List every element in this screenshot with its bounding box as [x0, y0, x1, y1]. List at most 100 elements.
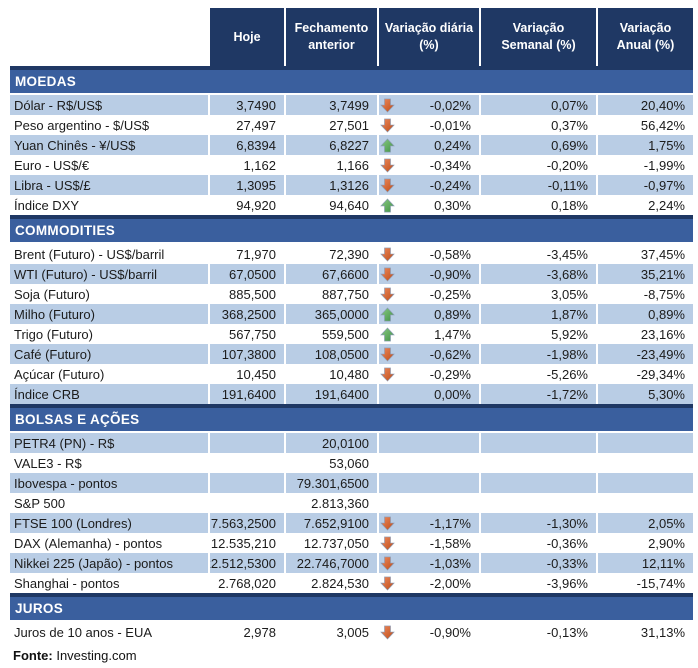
table-row-ibovespa-pontos: Ibovespa - pontos 79.301,6500 — [10, 473, 693, 493]
variacao-diaria-value: -0,34% — [429, 157, 471, 173]
down-arrow-icon — [380, 347, 395, 362]
down-arrow-icon — [380, 118, 395, 133]
column-header-variacao-diaria: Variação diária (%) — [377, 8, 479, 66]
cell-variacao-semanal: 1,87% — [479, 304, 596, 324]
cell-fechamento-anterior: 1,166 — [284, 155, 377, 175]
row-label: Nikkei 225 (Japão) - pontos — [10, 553, 208, 573]
table-row-euro-us: Euro - US$/€ 1,162 1,166 -0,34% -0,20% -1,99% — [10, 155, 693, 175]
row-label: Euro - US$/€ — [14, 157, 90, 173]
cell-variacao-anual: -1,99% — [596, 155, 693, 175]
cell-hoje: 368,2500 — [208, 304, 284, 324]
column-header-row: Hoje Fechamento anterior Variação diária (… — [10, 8, 693, 66]
table-row-peso-argentino-us: Peso argentino - $/US$ 27,497 27,501 -0,01%… — [10, 115, 693, 135]
up-arrow-icon — [380, 326, 395, 341]
cell-hoje: 7.563,2500 — [208, 513, 284, 533]
table-row-soja-futuro: Soja (Futuro) 885,500 887,750 -0,25% 3,05% -8… — [10, 284, 693, 304]
down-arrow-icon — [380, 556, 395, 571]
cell-fechamento-anterior: 10,480 — [284, 364, 377, 384]
cell-variacao-anual: -29,34% — [596, 364, 693, 384]
cell-variacao-anual: 5,30% — [596, 384, 693, 404]
cell-fechamento-anterior: 559,500 — [284, 324, 377, 344]
variacao-diaria-value: -0,58% — [429, 246, 471, 262]
up-arrow-icon — [380, 137, 395, 152]
cell-variacao-diaria: -0,29% — [377, 364, 479, 384]
row-label: Ibovespa - pontos — [10, 473, 208, 493]
source-note: Fonte: Investing.com — [10, 648, 693, 663]
variacao-diaria-value: -0,90% — [429, 266, 471, 282]
cell-hoje: 94,920 — [208, 195, 284, 215]
financial-summary-table: Hoje Fechamento anterior Variação diária (… — [10, 8, 693, 663]
cell-fechamento-anterior: 12.737,050 — [284, 533, 377, 553]
variacao-diaria-value: 0,30% — [434, 197, 471, 213]
row-label: Trigo (Futuro) — [14, 326, 93, 342]
cell-variacao-diaria: -0,01% — [377, 115, 479, 135]
variacao-diaria-value: -0,01% — [429, 117, 471, 133]
cell-variacao-semanal: -5,26% — [479, 364, 596, 384]
down-arrow-icon — [380, 576, 395, 591]
table-row-yuan-chines-us: Yuan Chinês - ¥/US$ 6,8394 6,8227 0,24% 0,69… — [10, 135, 693, 155]
cell-hoje: 27,497 — [208, 115, 284, 135]
cell-variacao-diaria: 0,89% — [377, 304, 479, 324]
section-header-commodities: COMMODITIES — [10, 215, 693, 242]
cell-variacao-anual: 23,16% — [596, 324, 693, 344]
row-label: Soja (Futuro) — [14, 286, 90, 302]
table-row-ftse-100-londres: FTSE 100 (Londres) 7.563,2500 7.652,9100 -1… — [10, 513, 693, 533]
cell-fechamento-anterior: 7.652,9100 — [284, 513, 377, 533]
row-label: FTSE 100 (Londres) — [10, 513, 208, 533]
table-row-milho-futuro: Milho (Futuro) 368,2500 365,0000 0,89% 1,87%… — [10, 304, 693, 324]
cell-variacao-anual: 12,11% — [596, 553, 693, 573]
no-arrow-spacer — [380, 476, 395, 491]
cell-fechamento-anterior: 94,640 — [284, 195, 377, 215]
cell-variacao-anual: 35,21% — [596, 264, 693, 284]
row-label: Dólar - R$/US$ — [10, 95, 208, 115]
cell-variacao-anual: -15,74% — [596, 573, 693, 593]
table-row-dax-alemanha-pontos: DAX (Alemanha) - pontos 12.535,210 12.737,… — [10, 533, 693, 553]
cell-fechamento-anterior: 191,6400 — [284, 384, 377, 404]
cell-variacao-semanal: -1,30% — [479, 513, 596, 533]
cell-hoje: 107,3800 — [208, 344, 284, 364]
variacao-diaria-value: -1,17% — [429, 515, 471, 531]
row-label: Café (Futuro) — [10, 344, 208, 364]
cell-variacao-semanal: 0,18% — [479, 195, 596, 215]
cell-variacao-semanal — [479, 433, 596, 453]
row-label: VALE3 - R$ — [14, 455, 82, 471]
table-row-wti-futuro-us-barril: WTI (Futuro) - US$/barril 67,0500 67,6600 -… — [10, 264, 693, 284]
cell-hoje: 12.535,210 — [208, 533, 284, 553]
row-label: WTI (Futuro) - US$/barril — [10, 264, 208, 284]
cell-variacao-semanal: -3,45% — [479, 244, 596, 264]
cell-variacao-anual — [596, 433, 693, 453]
row-label: Milho (Futuro) — [10, 304, 208, 324]
cell-hoje: 2,978 — [208, 622, 284, 642]
table-body: MOEDAS Dólar - R$/US$ 3,7490 3,7499 -0,02% 0,… — [10, 66, 693, 642]
row-label: Libra - US$/£ — [10, 175, 208, 195]
up-arrow-icon — [380, 306, 395, 321]
cell-variacao-semanal: -0,13% — [479, 622, 596, 642]
variacao-diaria-value: 0,89% — [434, 306, 471, 322]
cell-variacao-anual: -0,97% — [596, 175, 693, 195]
cell-variacao-diaria — [377, 433, 479, 453]
cell-variacao-diaria: -1,58% — [377, 533, 479, 553]
cell-variacao-anual: -23,49% — [596, 344, 693, 364]
variacao-diaria-value: -0,24% — [429, 177, 471, 193]
cell-hoje: 2.768,020 — [208, 573, 284, 593]
cell-fechamento-anterior: 3,005 — [284, 622, 377, 642]
cell-variacao-diaria: 0,30% — [377, 195, 479, 215]
cell-variacao-anual: 37,45% — [596, 244, 693, 264]
down-arrow-icon — [380, 625, 395, 640]
cell-variacao-diaria: -0,90% — [377, 264, 479, 284]
variacao-diaria-value: -0,02% — [429, 97, 471, 113]
cell-variacao-diaria: -0,90% — [377, 622, 479, 642]
cell-variacao-semanal — [479, 473, 596, 493]
row-label: Açúcar (Futuro) — [14, 366, 105, 382]
cell-fechamento-anterior: 365,0000 — [284, 304, 377, 324]
no-arrow-spacer — [380, 387, 395, 402]
cell-variacao-diaria: 0,00% — [377, 384, 479, 404]
cell-hoje: 10,450 — [208, 364, 284, 384]
cell-variacao-diaria: -0,25% — [377, 284, 479, 304]
cell-variacao-anual — [596, 493, 693, 513]
cell-variacao-semanal — [479, 453, 596, 473]
cell-hoje: 22.512,5300 — [208, 553, 284, 573]
row-label: S&P 500 — [14, 495, 66, 511]
cell-variacao-anual: 20,40% — [596, 95, 693, 115]
cell-variacao-diaria — [377, 473, 479, 493]
